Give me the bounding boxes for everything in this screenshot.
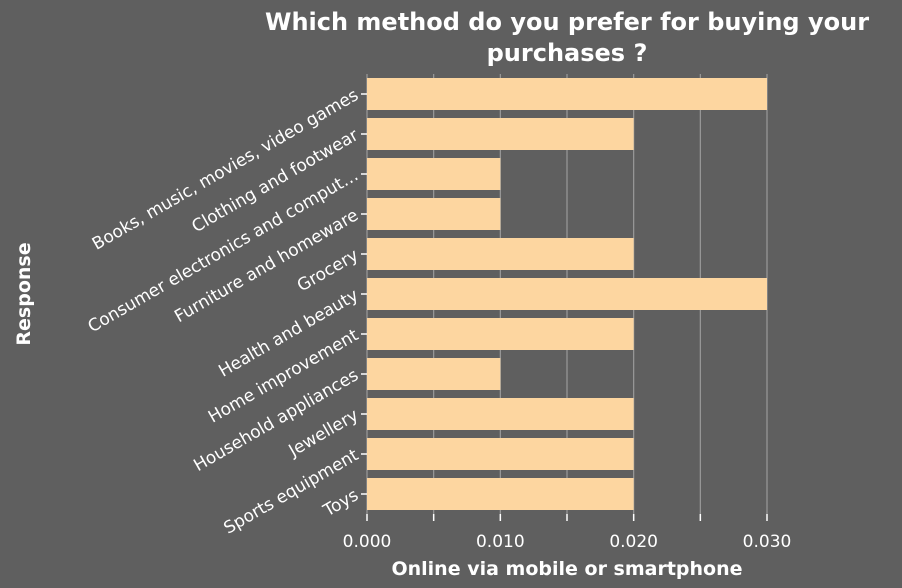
- x-axis: 0.000 0.010 0.020 0.030: [343, 514, 792, 552]
- bar-6: [367, 318, 634, 350]
- bar-9: [367, 438, 634, 470]
- bar-5: [367, 278, 767, 310]
- chart-title-line-2: purchases ?: [487, 39, 648, 67]
- y-axis: Books, music, movies, video gamesClothin…: [85, 85, 367, 539]
- x-tick-label-2: 0.010: [476, 532, 525, 552]
- bar-8: [367, 398, 634, 430]
- chart-title-line-1: Which method do you prefer for buying yo…: [265, 8, 869, 36]
- bar-7: [367, 358, 501, 390]
- bar-0: [367, 78, 767, 110]
- bar-4: [367, 238, 634, 270]
- bar-3: [367, 198, 501, 230]
- x-tick-label-0: 0.000: [343, 532, 392, 552]
- y-tick-label-10: Toys: [319, 485, 362, 521]
- bars: [367, 78, 767, 510]
- x-axis-label: Online via mobile or smartphone: [391, 558, 742, 580]
- x-tick-label-6: 0.030: [743, 532, 792, 552]
- bar-2: [367, 158, 501, 190]
- y-axis-label: Response: [13, 242, 35, 345]
- bar-10: [367, 478, 634, 510]
- bar-1: [367, 118, 634, 150]
- x-tick-label-4: 0.020: [609, 532, 658, 552]
